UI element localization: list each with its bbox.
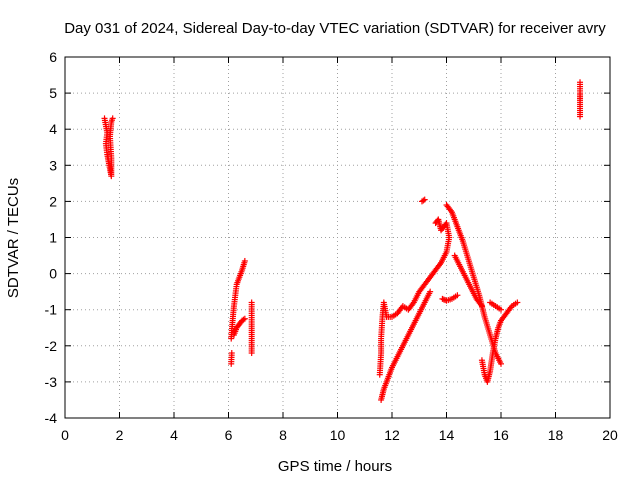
- data-point: [514, 299, 521, 306]
- y-tick-label: 1: [49, 230, 57, 246]
- x-axis-label: GPS time / hours: [278, 458, 392, 475]
- x-tick-label: 16: [493, 427, 509, 443]
- data-point: [498, 360, 504, 367]
- data-points: [101, 79, 584, 403]
- y-tick-label: 3: [49, 157, 57, 173]
- data-point: [109, 115, 116, 122]
- x-tick-label: 2: [116, 427, 124, 443]
- data-point: [433, 218, 440, 225]
- data-point: [440, 296, 447, 303]
- x-tick-label: 8: [279, 427, 287, 443]
- x-tick-label: 4: [170, 427, 178, 443]
- y-axis-label: SDTVAR / TECUs: [5, 178, 22, 298]
- y-tick-label: 6: [49, 49, 57, 65]
- data-point: [241, 315, 248, 322]
- x-tick-label: 12: [384, 427, 400, 443]
- y-tick-label: -4: [45, 410, 58, 426]
- x-tick-label: 0: [61, 427, 69, 443]
- y-tick-label: 0: [49, 266, 57, 282]
- data-point: [478, 303, 485, 310]
- x-tick-label: 20: [602, 427, 618, 443]
- data-point: [240, 316, 247, 323]
- y-tick-label: 4: [49, 121, 57, 137]
- data-point: [439, 295, 446, 302]
- chart-title: Day 031 of 2024, Sidereal Day-to-day VTE…: [64, 20, 606, 37]
- data-point: [577, 113, 584, 120]
- data-point: [228, 350, 235, 357]
- grid: [65, 57, 610, 418]
- y-tick-label: 2: [49, 193, 57, 209]
- y-tick-label: -2: [45, 338, 58, 354]
- y-tick-label: -3: [45, 374, 58, 390]
- x-tick-label: 14: [439, 427, 455, 443]
- data-point: [498, 306, 504, 313]
- data-point: [432, 220, 439, 227]
- x-tick-label: 10: [330, 427, 346, 443]
- data-point: [421, 196, 428, 203]
- y-tick-label: 5: [49, 85, 57, 101]
- x-tick-label: 6: [225, 427, 233, 443]
- data-point: [454, 292, 461, 299]
- y-tick-label: -1: [45, 302, 58, 318]
- data-point: [427, 288, 434, 295]
- x-tick-label: 18: [548, 427, 564, 443]
- data-point: [248, 350, 255, 357]
- data-point: [241, 257, 248, 264]
- data-point: [420, 197, 427, 204]
- plot-frame: [64, 56, 611, 419]
